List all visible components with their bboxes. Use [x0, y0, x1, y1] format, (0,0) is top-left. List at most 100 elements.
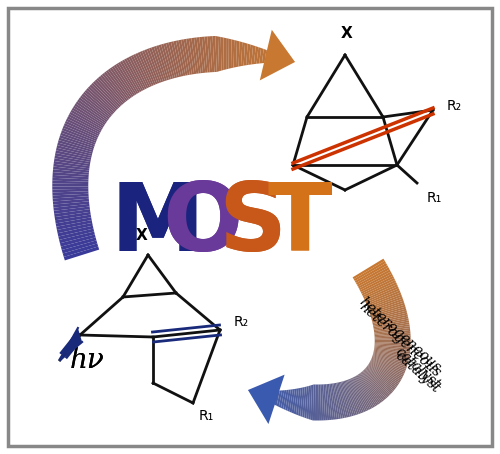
Polygon shape [70, 112, 102, 131]
Polygon shape [254, 46, 258, 64]
Polygon shape [64, 123, 98, 139]
Polygon shape [228, 39, 232, 69]
Polygon shape [54, 158, 90, 166]
Polygon shape [77, 99, 108, 122]
Polygon shape [310, 385, 314, 420]
Polygon shape [116, 63, 136, 95]
Polygon shape [78, 98, 108, 120]
Polygon shape [53, 199, 89, 205]
Polygon shape [360, 372, 384, 402]
Polygon shape [84, 90, 113, 115]
Polygon shape [176, 40, 186, 76]
Polygon shape [324, 384, 328, 420]
Polygon shape [104, 72, 128, 101]
Text: O: O [162, 179, 242, 271]
Polygon shape [236, 41, 240, 67]
Polygon shape [302, 386, 306, 418]
Polygon shape [52, 189, 88, 192]
Polygon shape [272, 53, 277, 62]
Polygon shape [356, 375, 376, 406]
Polygon shape [358, 270, 391, 288]
Polygon shape [350, 379, 366, 412]
Polygon shape [370, 305, 406, 317]
Polygon shape [166, 43, 177, 78]
Polygon shape [325, 384, 329, 420]
Polygon shape [279, 390, 284, 408]
Polygon shape [194, 37, 201, 74]
Polygon shape [352, 378, 368, 410]
Polygon shape [366, 366, 396, 390]
Polygon shape [362, 278, 395, 296]
Polygon shape [241, 42, 245, 66]
Polygon shape [372, 357, 406, 370]
Polygon shape [52, 175, 88, 179]
Polygon shape [231, 39, 234, 68]
Polygon shape [58, 140, 93, 152]
Text: X: X [341, 26, 353, 41]
Polygon shape [260, 30, 295, 80]
Text: R₂: R₂ [234, 315, 249, 329]
Polygon shape [368, 296, 403, 311]
Polygon shape [365, 368, 392, 394]
Polygon shape [354, 377, 372, 409]
Polygon shape [372, 312, 408, 323]
Polygon shape [356, 375, 375, 407]
Polygon shape [210, 36, 214, 72]
Polygon shape [57, 143, 92, 154]
Polygon shape [370, 361, 402, 380]
Polygon shape [360, 373, 382, 403]
Polygon shape [58, 328, 82, 360]
Polygon shape [372, 311, 407, 321]
Polygon shape [218, 36, 222, 71]
Polygon shape [54, 161, 90, 168]
Polygon shape [340, 382, 350, 417]
Polygon shape [259, 48, 264, 64]
Polygon shape [362, 371, 388, 399]
Polygon shape [55, 215, 91, 223]
Polygon shape [184, 39, 192, 75]
Polygon shape [374, 332, 410, 336]
Polygon shape [252, 45, 256, 64]
Polygon shape [308, 385, 312, 420]
Polygon shape [320, 385, 323, 420]
Polygon shape [63, 125, 97, 141]
Polygon shape [373, 318, 408, 327]
Polygon shape [54, 209, 90, 217]
Text: T: T [268, 179, 332, 271]
Polygon shape [276, 54, 280, 62]
Text: R₁: R₁ [427, 191, 442, 205]
Text: S: S [218, 179, 286, 271]
Text: S: S [218, 179, 286, 271]
Polygon shape [368, 365, 398, 387]
Polygon shape [192, 38, 198, 74]
Polygon shape [174, 41, 184, 76]
Polygon shape [124, 59, 144, 91]
Polygon shape [368, 364, 400, 384]
Polygon shape [317, 385, 319, 420]
Polygon shape [371, 359, 404, 375]
Polygon shape [142, 50, 158, 84]
Polygon shape [161, 44, 173, 79]
Polygon shape [66, 118, 100, 136]
Polygon shape [56, 145, 92, 156]
Polygon shape [118, 62, 139, 94]
Polygon shape [54, 212, 90, 220]
Text: catalyst: catalyst [393, 345, 443, 392]
Polygon shape [74, 104, 106, 125]
Polygon shape [364, 284, 398, 301]
Polygon shape [52, 196, 89, 202]
Polygon shape [57, 223, 93, 233]
Polygon shape [226, 38, 229, 69]
Polygon shape [207, 36, 212, 72]
Polygon shape [347, 380, 360, 414]
Polygon shape [368, 295, 402, 309]
Polygon shape [128, 56, 146, 89]
Polygon shape [369, 299, 404, 312]
Polygon shape [370, 301, 404, 314]
Polygon shape [334, 383, 341, 419]
Polygon shape [298, 387, 303, 416]
Polygon shape [250, 390, 253, 393]
Polygon shape [370, 360, 404, 377]
Polygon shape [369, 363, 400, 383]
Polygon shape [355, 263, 387, 283]
